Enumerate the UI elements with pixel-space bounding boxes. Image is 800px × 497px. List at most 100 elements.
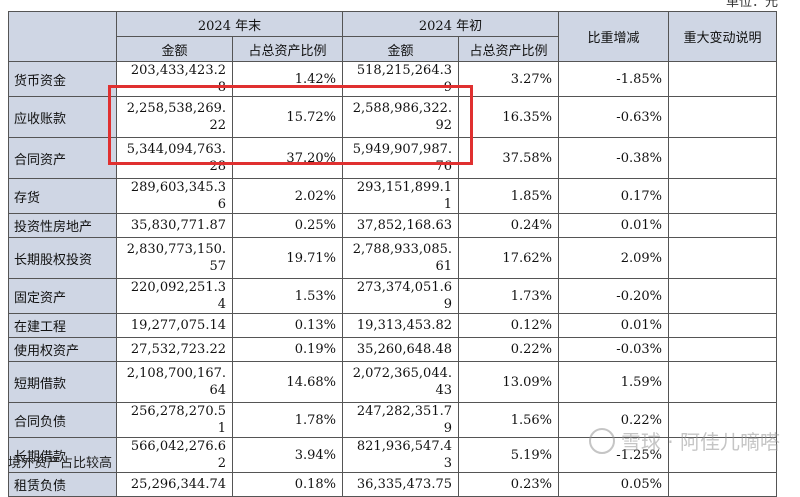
start-amount-cell: 273,374,051.69: [342, 278, 459, 314]
end-share-cell: 0.19%: [232, 337, 343, 362]
end-amount-cell: 5,344,094,763.28: [116, 137, 233, 179]
end-amount-cell: 19,277,075.14: [116, 313, 233, 338]
major-change-cell: [668, 213, 777, 238]
start-share-cell: 16.35%: [458, 96, 559, 138]
end-amount-cell: 25,296,344.74: [116, 472, 233, 497]
start-share-cell: 3.27%: [458, 61, 559, 97]
row-label: 应收账款: [8, 96, 117, 138]
end-share-cell: 1.42%: [232, 61, 343, 97]
row-label: 固定资产: [8, 278, 117, 314]
start-share-cell: 0.12%: [458, 313, 559, 338]
major-change-cell: [668, 61, 777, 97]
start-amount-cell: 293,151,899.11: [342, 178, 459, 214]
end-amount-cell: 2,258,538,269.22: [116, 96, 233, 138]
ratio-change-cell: 0.01%: [558, 313, 669, 338]
start-share-cell: 37.58%: [458, 137, 559, 179]
row-label: 合同负债: [8, 402, 117, 438]
table-row: 长期股权投资 2,830,773,150.57 19.71% 2,788,933,08…: [8, 237, 777, 279]
ratio-change-cell: -0.03%: [558, 337, 669, 362]
row-label: 租赁负债: [8, 472, 117, 497]
end-share-cell: 0.18%: [232, 472, 343, 497]
start-amount-cell: 518,215,264.39: [342, 61, 459, 97]
ratio-change-cell: -0.20%: [558, 278, 669, 314]
major-change-cell: [668, 178, 777, 214]
end-share-cell: 37.20%: [232, 137, 343, 179]
header-start-share: 占总资产比例: [458, 36, 559, 62]
row-label: 短期借款: [8, 361, 117, 403]
table-row: 短期借款 2,108,700,167.64 14.68% 2,072,365,044.…: [8, 361, 777, 403]
end-share-cell: 0.13%: [232, 313, 343, 338]
row-label: 合同资产: [8, 137, 117, 179]
table-row: 在建工程 19,277,075.14 0.13% 19,313,453.82 0.12%…: [8, 313, 777, 338]
table-row: 合同资产 5,344,094,763.28 37.20% 5,949,907,987.…: [8, 137, 777, 179]
row-label: 在建工程: [8, 313, 117, 338]
start-share-cell: 1.56%: [458, 402, 559, 438]
end-amount-cell: 2,108,700,167.64: [116, 361, 233, 403]
major-change-cell: [668, 313, 777, 338]
major-change-cell: [668, 96, 777, 138]
row-label: 货币资金: [8, 61, 117, 97]
start-share-cell: 17.62%: [458, 237, 559, 279]
start-amount-cell: 35,260,648.48: [342, 337, 459, 362]
row-label: 使用权资产: [8, 337, 117, 362]
end-share-cell: 15.72%: [232, 96, 343, 138]
ratio-change-cell: 0.22%: [558, 402, 669, 438]
end-amount-cell: 35,830,771.87: [116, 213, 233, 238]
watermark-text: 雪球 · 阿佳儿嘀嗒: [620, 430, 780, 454]
table-row: 使用权资产 27,532,723.22 0.19% 35,260,648.48 0.22…: [8, 337, 777, 362]
row-label: 投资性房地产: [8, 213, 117, 238]
table-row: 货币资金 203,433,423.28 1.42% 518,215,264.39 3.2…: [8, 61, 777, 97]
end-amount-cell: 566,042,276.62: [116, 437, 233, 473]
ratio-change-cell: 0.01%: [558, 213, 669, 238]
ratio-change-cell: -1.85%: [558, 61, 669, 97]
start-amount-cell: 247,282,351.79: [342, 402, 459, 438]
header-end-2024: 2024 年末: [116, 11, 343, 37]
start-amount-cell: 821,936,547.43: [342, 437, 459, 473]
header-ratio-change: 比重增减: [558, 11, 669, 62]
table-row: 投资性房地产 35,830,771.87 0.25% 37,852,168.63 0.2…: [8, 213, 777, 238]
table-body: 货币资金 203,433,423.28 1.42% 518,215,264.39 3.2…: [8, 61, 777, 497]
start-share-cell: 5.19%: [458, 437, 559, 473]
ratio-change-cell: 1.59%: [558, 361, 669, 403]
end-share-cell: 19.71%: [232, 237, 343, 279]
start-share-cell: 0.23%: [458, 472, 559, 497]
ratio-change-cell: 0.17%: [558, 178, 669, 214]
start-amount-cell: 19,313,453.82: [342, 313, 459, 338]
end-amount-cell: 27,532,723.22: [116, 337, 233, 362]
end-share-cell: 1.53%: [232, 278, 343, 314]
major-change-cell: [668, 278, 777, 314]
header-start-amount: 金额: [342, 36, 459, 62]
ratio-change-cell: 2.09%: [558, 237, 669, 279]
ratio-change-cell: -0.38%: [558, 137, 669, 179]
start-amount-cell: 2,588,986,322.92: [342, 96, 459, 138]
start-amount-cell: 5,949,907,987.76: [342, 137, 459, 179]
end-amount-cell: 203,433,423.28: [116, 61, 233, 97]
end-amount-cell: 256,278,270.51: [116, 402, 233, 438]
ratio-change-cell: 0.05%: [558, 472, 669, 497]
corner-header: [8, 11, 117, 62]
table-row: 合同负债 256,278,270.51 1.78% 247,282,351.79 1.5…: [8, 402, 777, 438]
major-change-cell: [668, 337, 777, 362]
header-end-amount: 金额: [116, 36, 233, 62]
end-share-cell: 2.02%: [232, 178, 343, 214]
major-change-cell: [668, 361, 777, 403]
ratio-change-cell: -0.63%: [558, 96, 669, 138]
watermark: 雪球 · 阿佳儿嘀嗒: [588, 426, 780, 455]
start-amount-cell: 2,788,933,085.61: [342, 237, 459, 279]
major-change-cell: [668, 472, 777, 497]
end-share-cell: 1.78%: [232, 402, 343, 438]
row-label: 存货: [8, 178, 117, 214]
footnote: 境外资产占比较高: [8, 456, 113, 471]
major-change-cell: [668, 237, 777, 279]
header-end-share: 占总资产比例: [232, 36, 343, 62]
snowball-logo-icon: [588, 427, 615, 454]
row-label: 长期股权投资: [8, 237, 117, 279]
header-major-change: 重大变动说明: [668, 11, 777, 62]
start-amount-cell: 37,852,168.63: [342, 213, 459, 238]
end-share-cell: 0.25%: [232, 213, 343, 238]
table-row: 租赁负债 25,296,344.74 0.18% 36,335,473.75 0.23%…: [8, 472, 777, 497]
end-share-cell: 14.68%: [232, 361, 343, 403]
header-start-2024: 2024 年初: [342, 11, 559, 37]
table-row: 应收账款 2,258,538,269.22 15.72% 2,588,986,322.…: [8, 96, 777, 138]
asset-composition-table: 2024 年末 2024 年初 比重增减 重大变动说明 金额 占总资产比例 金额…: [8, 11, 777, 497]
